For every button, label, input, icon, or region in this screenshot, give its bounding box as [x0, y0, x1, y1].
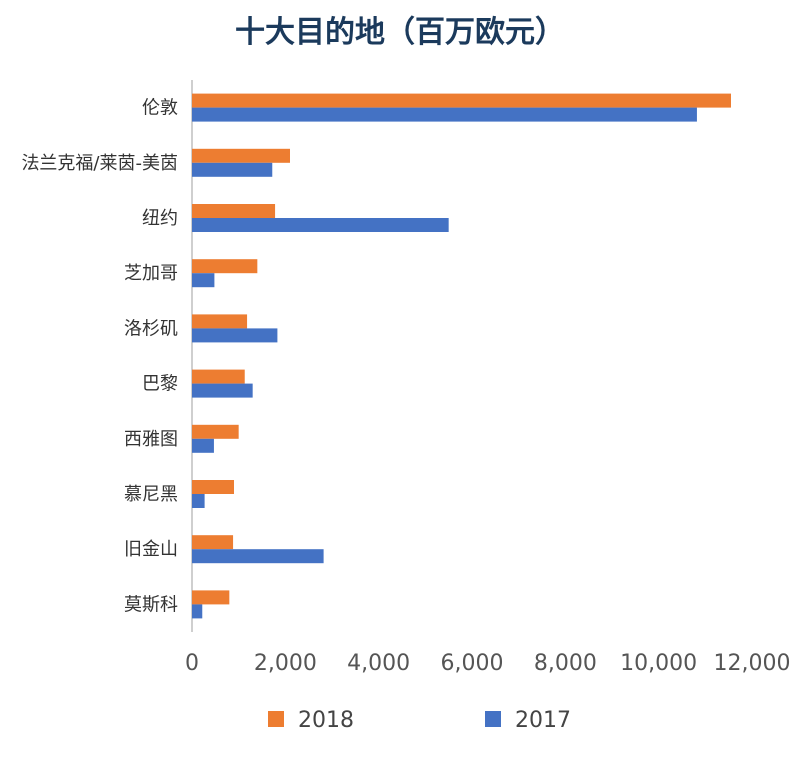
legend-label-2017: 2017 — [515, 708, 571, 733]
bar-2017-6 — [192, 438, 214, 453]
category-label: 芝加哥 — [124, 263, 178, 284]
bar-2018-7 — [192, 480, 234, 494]
bar-2018-0 — [192, 93, 731, 108]
category-label: 洛杉矶 — [124, 318, 178, 339]
bar-2018-4 — [192, 314, 248, 329]
bar-2017-4 — [192, 328, 278, 343]
bar-2018-5 — [192, 369, 245, 384]
bar-2017-0 — [192, 107, 697, 122]
bar-2018-8 — [192, 535, 234, 550]
x-tick-label: 10,000 — [620, 651, 697, 676]
bar-2017-5 — [192, 383, 253, 398]
bar-2018-9 — [192, 590, 230, 605]
legend-label-2018: 2018 — [298, 708, 354, 733]
bar-2017-2 — [192, 218, 449, 232]
bar-2017-8 — [192, 549, 324, 564]
legend-swatch-2017 — [485, 711, 501, 727]
x-tick-label: 0 — [185, 651, 199, 676]
category-label: 旧金山 — [124, 539, 178, 560]
x-tick-label: 12,000 — [714, 651, 791, 676]
x-tick-label: 8,000 — [534, 651, 597, 676]
bar-2018-6 — [192, 424, 239, 439]
chart-title: 十大目的地（百万欧元） — [235, 15, 565, 50]
bar-2017-1 — [192, 162, 273, 177]
category-label: 纽约 — [142, 208, 178, 229]
category-label: 莫斯科 — [124, 594, 178, 615]
category-label: 西雅图 — [124, 429, 178, 450]
x-tick-label: 2,000 — [254, 651, 317, 676]
x-tick-label: 6,000 — [441, 651, 504, 676]
category-label: 慕尼黑 — [124, 484, 178, 505]
legend-swatch-2018 — [268, 711, 284, 727]
x-tick-label: 4,000 — [347, 651, 410, 676]
category-label: 巴黎 — [142, 374, 178, 395]
bar-2018-2 — [192, 204, 276, 218]
bar-2018-1 — [192, 148, 290, 163]
bar-2017-3 — [192, 273, 215, 288]
bar-2017-9 — [192, 604, 203, 619]
bar-2018-3 — [192, 259, 258, 274]
category-label: 伦敦 — [142, 98, 178, 119]
category-label: 法兰克福/莱茵-美茵 — [21, 153, 178, 174]
bar-2017-7 — [192, 494, 205, 508]
